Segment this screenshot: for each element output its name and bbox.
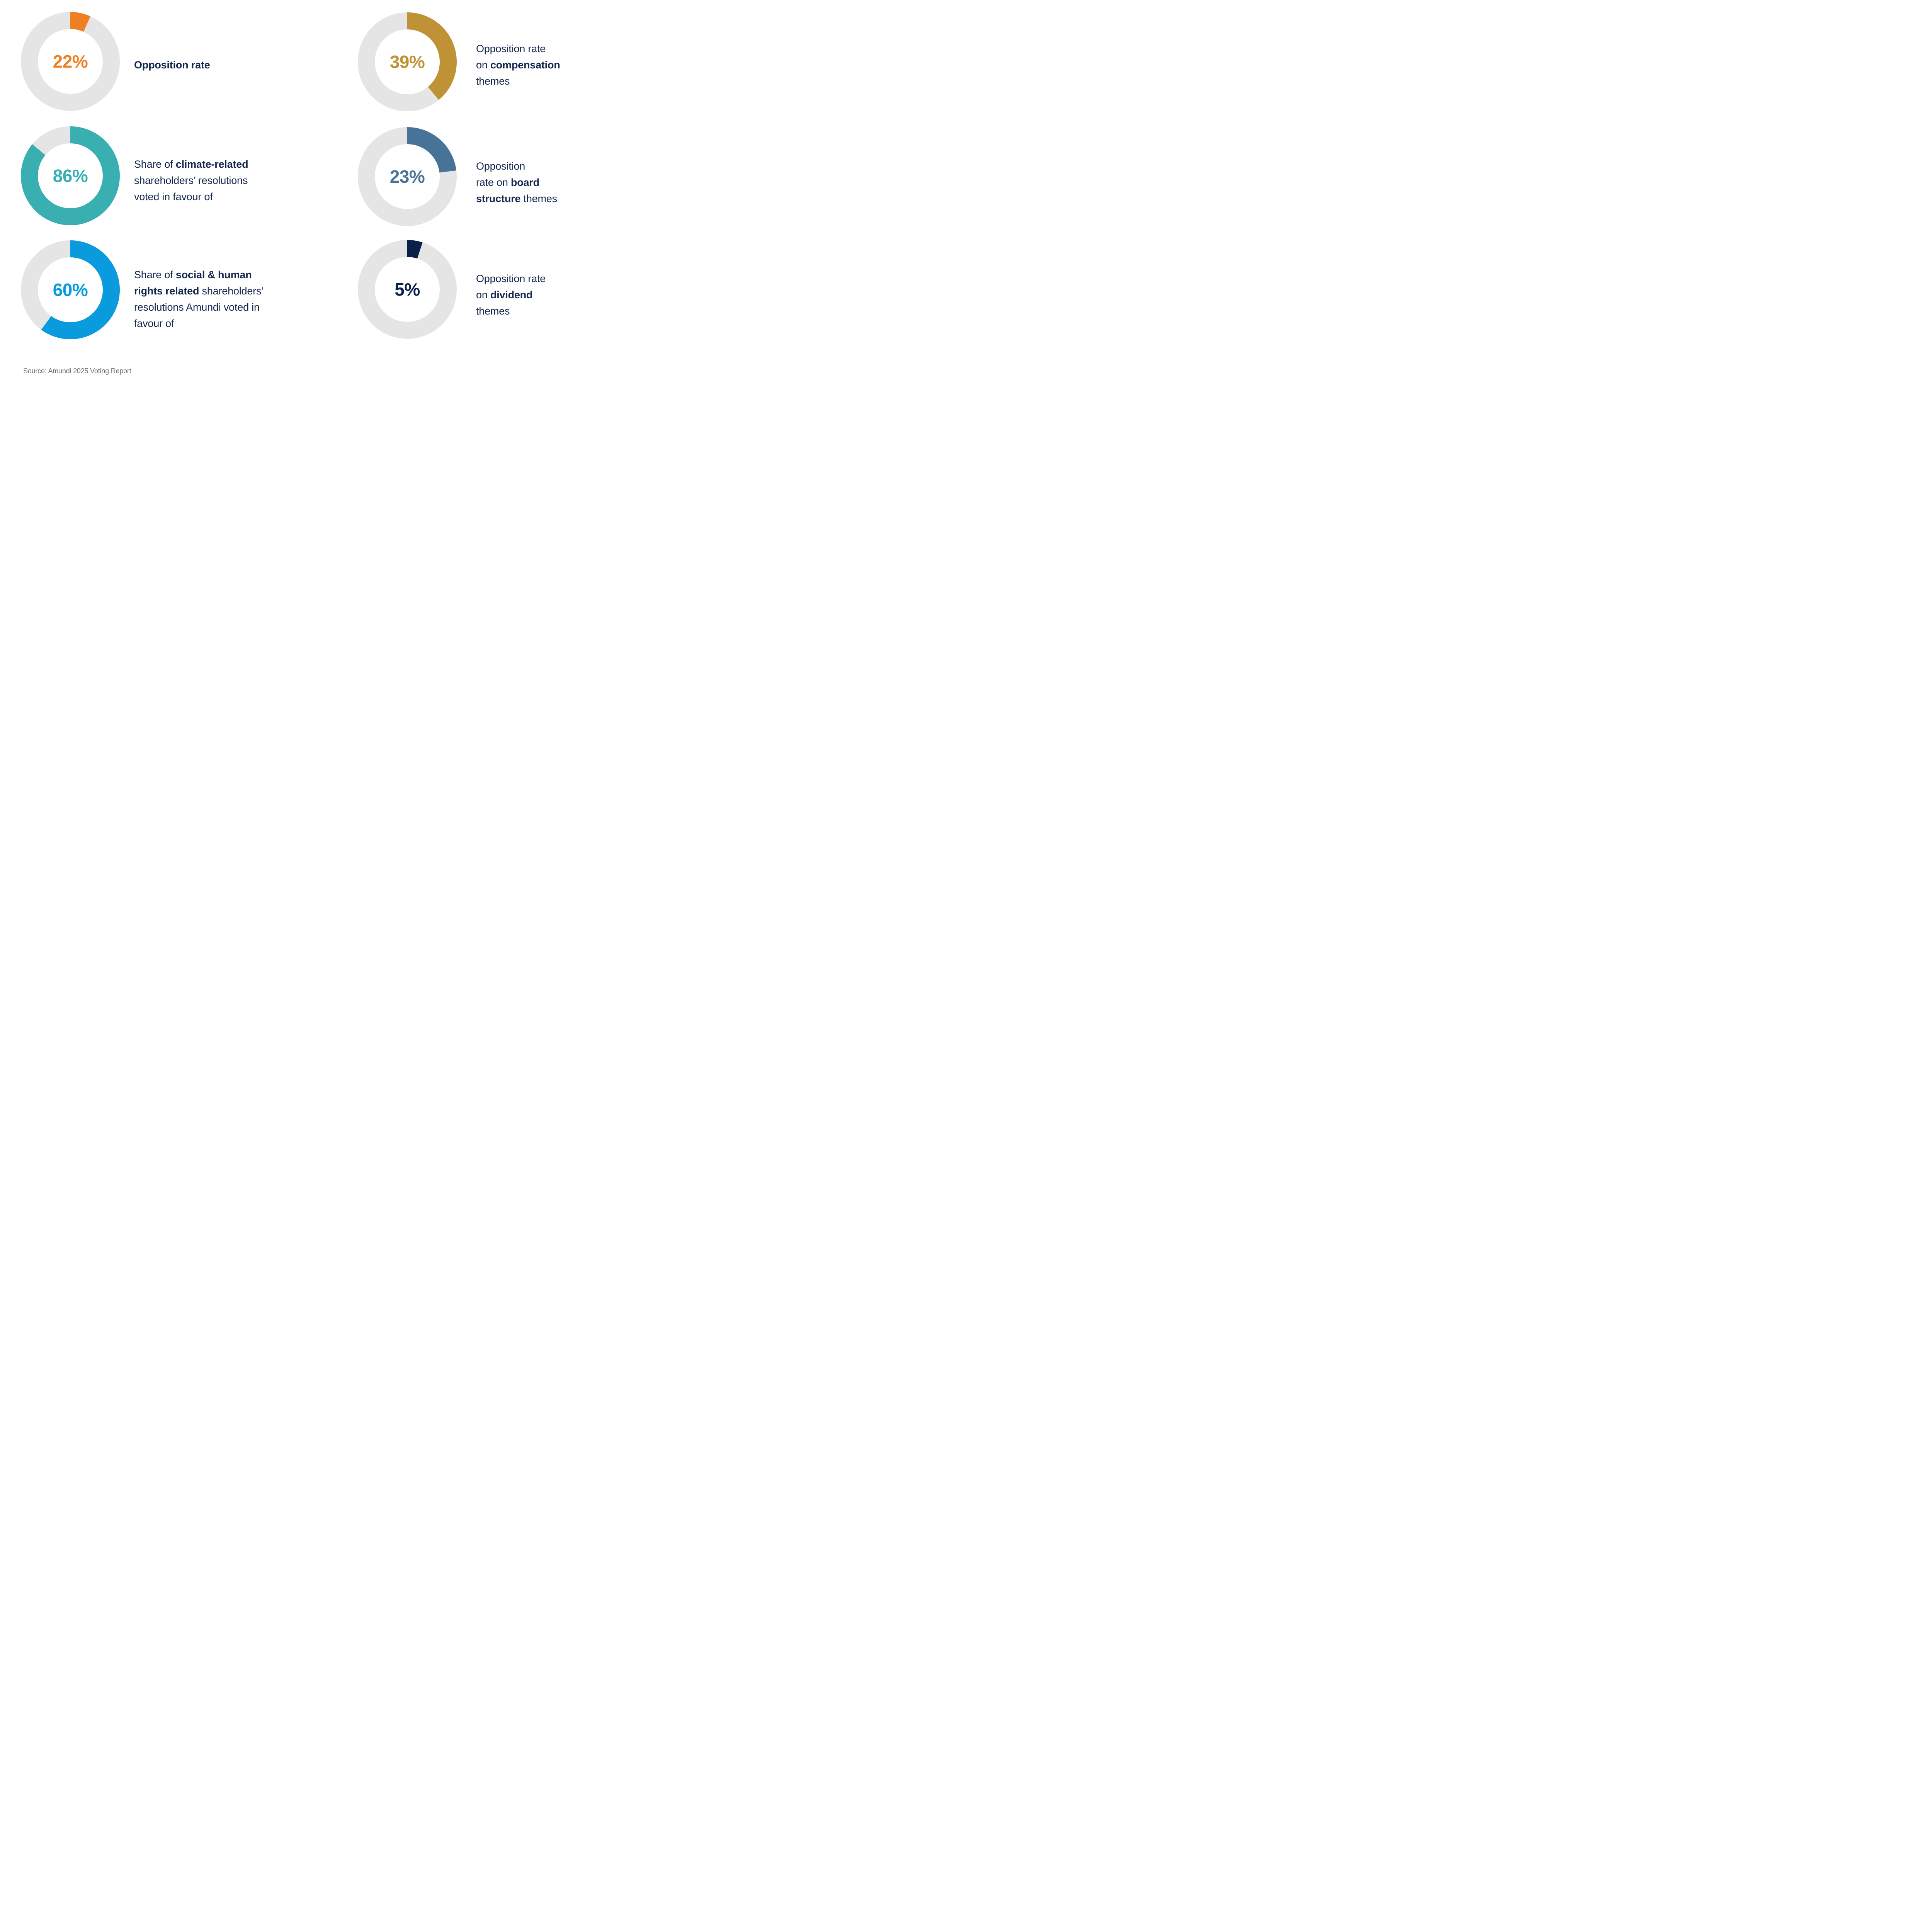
donut-opposition-rate-overall: 22% — [21, 12, 120, 111]
donut-ring — [358, 12, 457, 111]
donut-value: 22% — [53, 51, 88, 71]
donut-ring — [21, 12, 120, 111]
donut-label-social-human-rights-resolutions: Share of social & human rights related sh… — [134, 269, 264, 329]
donut-social-human-rights-resolutions: 60% — [21, 240, 120, 339]
source-note: Source: Amundi 2025 Voting Report — [23, 367, 131, 375]
donut-value: 23% — [389, 167, 425, 187]
donut-opposition-rate-compensation: 39% — [358, 12, 457, 111]
donut-value: 60% — [53, 280, 88, 300]
donut-opposition-rate-board-structure: 23% — [358, 127, 457, 226]
donut-label-opposition-rate-compensation: Opposition rate on compensation themes — [476, 43, 560, 87]
donut-ring — [358, 127, 457, 226]
donut-climate-resolutions: 86% — [21, 126, 120, 225]
infographic-canvas: 22% Opposition rate 86% Share of climate… — [0, 0, 597, 386]
donut-label-climate-resolutions: Share of climate-related shareholders’ re… — [134, 158, 248, 202]
donut-value: 86% — [53, 166, 88, 186]
donut-value: 39% — [389, 52, 425, 72]
donut-value: 5% — [395, 279, 420, 299]
donut-label-opposition-rate-dividend: Opposition rate on dividend themes — [476, 273, 546, 317]
donut-ring — [358, 240, 457, 339]
donut-label-opposition-rate-board-structure: Opposition rate on board structure themes — [476, 160, 557, 204]
donut-opposition-rate-dividend: 5% — [358, 240, 457, 339]
donut-ring — [21, 240, 120, 339]
donut-ring — [21, 126, 120, 225]
donut-label-opposition-rate-overall: Opposition rate — [134, 59, 210, 71]
